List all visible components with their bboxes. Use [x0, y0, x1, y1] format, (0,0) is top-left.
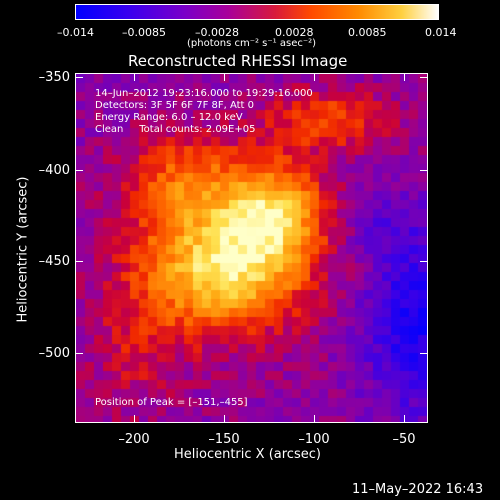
rhessi-heatmap — [76, 74, 427, 422]
colorbar-tick: –0.0028 — [195, 26, 239, 39]
y-tick-label: –350 — [38, 70, 70, 85]
energy-range-label: Energy Range: 6.0 – 12.0 keV — [95, 112, 243, 123]
peak-position-label: Position of Peak = [–151,–455] — [95, 397, 248, 408]
clean-counts-label: Clean Total counts: 2.09E+05 — [95, 124, 256, 135]
y-tick-mark — [420, 261, 428, 262]
x-axis-label: Heliocentric X (arcsec) — [174, 447, 321, 462]
x-tick-label: –200 — [118, 432, 150, 447]
y-tick-mark — [75, 77, 83, 78]
colorbar — [75, 4, 439, 20]
y-axis-label: Heliocentric Y (arcsec) — [15, 176, 31, 323]
y-tick-mark — [420, 170, 428, 171]
x-tick-mark — [404, 73, 405, 81]
y-tick-label: –450 — [38, 254, 70, 269]
colorbar-tick: –0.014 — [57, 26, 94, 39]
y-tick-mark — [75, 353, 83, 354]
y-tick-label: –500 — [38, 346, 70, 361]
y-tick-mark — [420, 77, 428, 78]
plot-title: Reconstructed RHESSI Image — [128, 52, 348, 70]
image-plot-area — [75, 73, 428, 423]
x-tick-mark — [314, 415, 315, 423]
y-tick-mark — [75, 170, 83, 171]
colorbar-tick: 0.0028 — [275, 26, 314, 39]
colorbar-tick: –0.0085 — [122, 26, 166, 39]
x-tick-mark — [134, 73, 135, 81]
y-tick-label: –400 — [38, 163, 70, 178]
x-tick-mark — [134, 415, 135, 423]
x-tick-label: –150 — [208, 432, 240, 447]
x-tick-mark — [224, 73, 225, 81]
colorbar-tick: 0.0085 — [348, 26, 387, 39]
colorbar-tick: 0.014 — [425, 26, 457, 39]
x-tick-label: –100 — [298, 432, 330, 447]
y-tick-mark — [420, 353, 428, 354]
detectors-label: Detectors: 3F 5F 6F 7F 8F, Att 0 — [95, 100, 255, 111]
y-tick-mark — [75, 261, 83, 262]
x-tick-mark — [404, 415, 405, 423]
footer-timestamp: 11–May–2022 16:43 — [352, 482, 484, 497]
colorbar-units: (photons cm⁻² s⁻¹ asec⁻²) — [187, 38, 317, 49]
time-range-label: 14–Jun–2012 19:23:16.000 to 19:29:16.000 — [95, 88, 313, 99]
x-tick-label: –50 — [392, 432, 416, 447]
x-tick-mark — [314, 73, 315, 81]
x-tick-mark — [224, 415, 225, 423]
